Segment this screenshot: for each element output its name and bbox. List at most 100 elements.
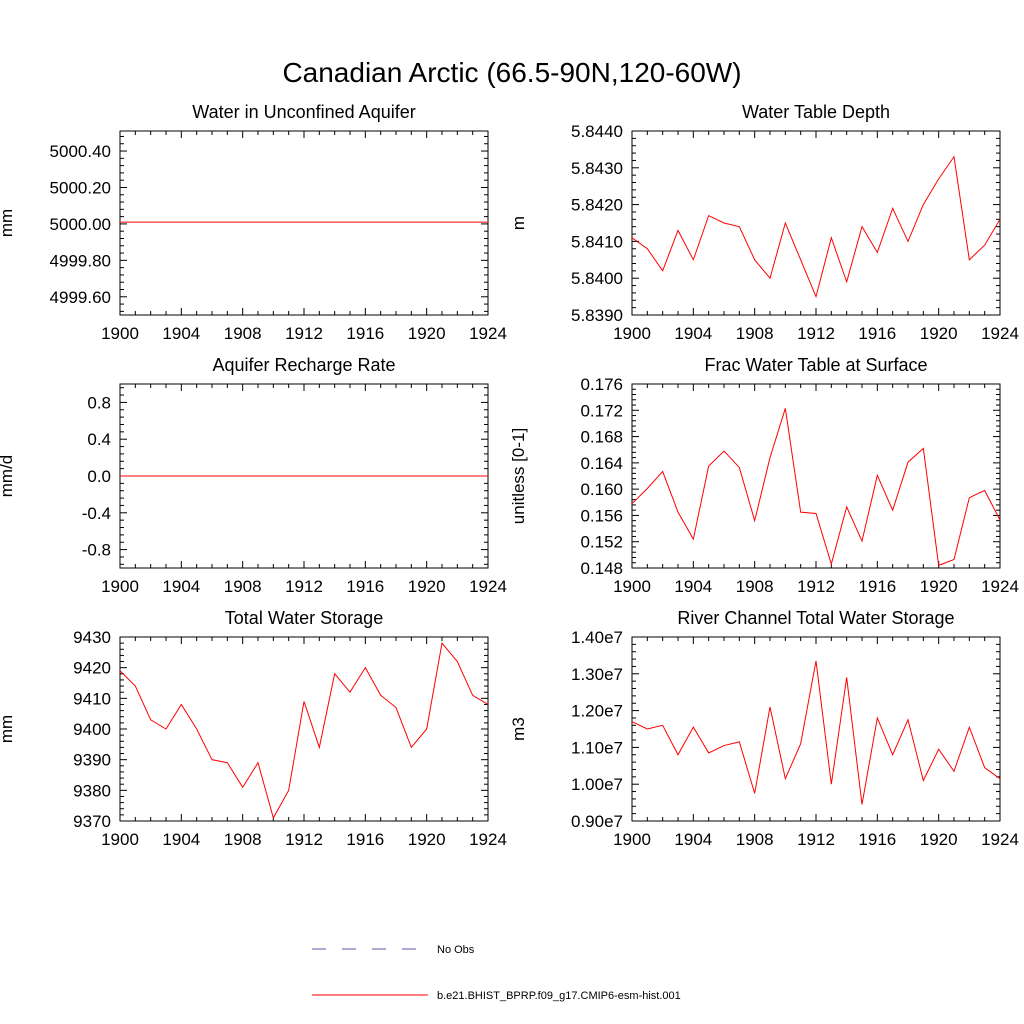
panel-title: Water Table Depth bbox=[742, 102, 890, 122]
legend: No Obs b.e21.BHIST_BPRP.f09_g17.CMIP6-es… bbox=[312, 944, 681, 1002]
legend-label-model: b.e21.BHIST_BPRP.f09_g17.CMIP6-esm-hist.… bbox=[437, 990, 681, 1002]
y-tick-label: 5.8410 bbox=[571, 232, 623, 251]
x-tick-label: 1904 bbox=[674, 577, 712, 596]
x-tick-label: 1904 bbox=[674, 830, 712, 849]
y-tick-label: 0.4 bbox=[87, 430, 111, 449]
y-tick-label: 5000.20 bbox=[50, 178, 111, 197]
y-tick-label: 9410 bbox=[73, 689, 111, 708]
x-tick-label: 1920 bbox=[920, 577, 958, 596]
y-tick-label: 9390 bbox=[73, 751, 111, 770]
y-tick-label: 0.8 bbox=[87, 393, 111, 412]
y-tick-label: 1.00e7 bbox=[571, 775, 623, 794]
x-tick-label: 1924 bbox=[981, 324, 1019, 343]
x-tick-label: 1904 bbox=[162, 324, 200, 343]
y-tick-label: 4999.80 bbox=[50, 251, 111, 270]
panel-title: Water in Unconfined Aquifer bbox=[192, 102, 415, 122]
x-tick-label: 1920 bbox=[408, 324, 446, 343]
y-tick-label: 9380 bbox=[73, 781, 111, 800]
series-line bbox=[119, 641, 489, 820]
y-tick-label: 0.152 bbox=[580, 533, 623, 552]
y-tick-label: 5.8440 bbox=[571, 122, 623, 141]
x-tick-label: 1908 bbox=[736, 577, 774, 596]
panel-frac-water-table-at-surface: Frac Water Table at Surface 1900 1904 1908 1… bbox=[509, 355, 1019, 596]
x-tick-label: 1924 bbox=[469, 830, 507, 849]
x-tick-label: 1912 bbox=[285, 830, 323, 849]
x-tick-label: 1900 bbox=[101, 324, 139, 343]
y-tick-label: 0.176 bbox=[580, 375, 623, 394]
panel-title: River Channel Total Water Storage bbox=[677, 608, 954, 628]
x-tick-label: 1904 bbox=[162, 577, 200, 596]
y-tick-label: 9370 bbox=[73, 812, 111, 831]
y-axis-label: m bbox=[509, 216, 528, 230]
x-tick-label: 1924 bbox=[469, 577, 507, 596]
y-tick-label: 5000.40 bbox=[50, 142, 111, 161]
y-tick-label: -0.4 bbox=[82, 504, 111, 523]
x-tick-label: 1900 bbox=[613, 577, 651, 596]
x-tick-label: 1916 bbox=[346, 830, 384, 849]
series-line bbox=[631, 660, 1001, 805]
x-tick-label: 1912 bbox=[797, 324, 835, 343]
y-tick-label: 5.8430 bbox=[571, 159, 623, 178]
y-tick-label: 9430 bbox=[73, 628, 111, 647]
y-tick-label: 0.168 bbox=[580, 428, 623, 447]
x-tick-label: 1920 bbox=[408, 577, 446, 596]
x-tick-label: 1920 bbox=[408, 830, 446, 849]
x-tick-label: 1924 bbox=[981, 830, 1019, 849]
y-tick-label: 0.90e7 bbox=[571, 812, 623, 831]
y-tick-label: 4999.60 bbox=[50, 288, 111, 307]
y-axis-label: mm bbox=[0, 715, 16, 743]
y-tick-label: 1.30e7 bbox=[571, 665, 623, 684]
y-axis-label: mm/d bbox=[0, 455, 16, 498]
panel-title: Frac Water Table at Surface bbox=[704, 355, 927, 375]
x-tick-label: 1912 bbox=[285, 324, 323, 343]
panels: Water in Unconfined Aquifer 1900 1904 1908 1… bbox=[0, 102, 1019, 849]
legend-label-no-obs: No Obs bbox=[437, 944, 475, 956]
y-tick-label: 5000.00 bbox=[50, 215, 111, 234]
x-tick-label: 1912 bbox=[797, 830, 835, 849]
series-line bbox=[631, 155, 1001, 299]
y-tick-label: -0.8 bbox=[82, 541, 111, 560]
y-tick-label: 0.0 bbox=[87, 467, 111, 486]
legend-entry-no-obs: No Obs bbox=[312, 944, 475, 956]
x-tick-label: 1908 bbox=[736, 830, 774, 849]
x-tick-label: 1924 bbox=[981, 577, 1019, 596]
x-tick-label: 1916 bbox=[858, 324, 896, 343]
panel-water-in-unconfined-aquifer: Water in Unconfined Aquifer 1900 1904 1908 1… bbox=[0, 102, 507, 343]
x-tick-label: 1912 bbox=[285, 577, 323, 596]
y-tick-label: 9420 bbox=[73, 659, 111, 678]
y-tick-label: 0.148 bbox=[580, 559, 623, 578]
y-tick-label: 0.160 bbox=[580, 480, 623, 499]
y-tick-label: 1.20e7 bbox=[571, 702, 623, 721]
legend-entry-model: b.e21.BHIST_BPRP.f09_g17.CMIP6-esm-hist.… bbox=[312, 990, 681, 1002]
panel-title: Total Water Storage bbox=[225, 608, 383, 628]
y-tick-label: 0.164 bbox=[580, 454, 623, 473]
y-tick-label: 1.10e7 bbox=[571, 738, 623, 757]
panel-water-table-depth: Water Table Depth 1900 1904 1908 1912 1916 192… bbox=[509, 102, 1019, 343]
panel-title: Aquifer Recharge Rate bbox=[212, 355, 395, 375]
x-tick-label: 1908 bbox=[224, 577, 262, 596]
y-tick-label: 0.156 bbox=[580, 506, 623, 525]
x-tick-label: 1920 bbox=[920, 324, 958, 343]
x-tick-label: 1924 bbox=[469, 324, 507, 343]
y-axis-label: mm bbox=[0, 209, 16, 237]
x-tick-label: 1916 bbox=[858, 830, 896, 849]
series-line bbox=[631, 408, 1001, 567]
x-tick-label: 1900 bbox=[101, 830, 139, 849]
y-axis-label: m3 bbox=[509, 717, 528, 741]
figure-title: Canadian Arctic (66.5-90N,120-60W) bbox=[282, 57, 741, 88]
x-tick-label: 1916 bbox=[346, 324, 384, 343]
y-tick-label: 1.40e7 bbox=[571, 628, 623, 647]
y-tick-label: 5.8400 bbox=[571, 269, 623, 288]
y-tick-label: 5.8420 bbox=[571, 196, 623, 215]
panel-aquifer-recharge-rate: Aquifer Recharge Rate 1900 1904 1908 1912 191… bbox=[0, 355, 507, 596]
x-tick-label: 1904 bbox=[674, 324, 712, 343]
x-tick-label: 1908 bbox=[224, 324, 262, 343]
y-tick-label: 0.172 bbox=[580, 401, 623, 420]
x-tick-label: 1904 bbox=[162, 830, 200, 849]
x-tick-label: 1920 bbox=[920, 830, 958, 849]
x-tick-label: 1900 bbox=[613, 830, 651, 849]
x-tick-label: 1908 bbox=[736, 324, 774, 343]
x-tick-label: 1908 bbox=[224, 830, 262, 849]
x-tick-label: 1916 bbox=[858, 577, 896, 596]
